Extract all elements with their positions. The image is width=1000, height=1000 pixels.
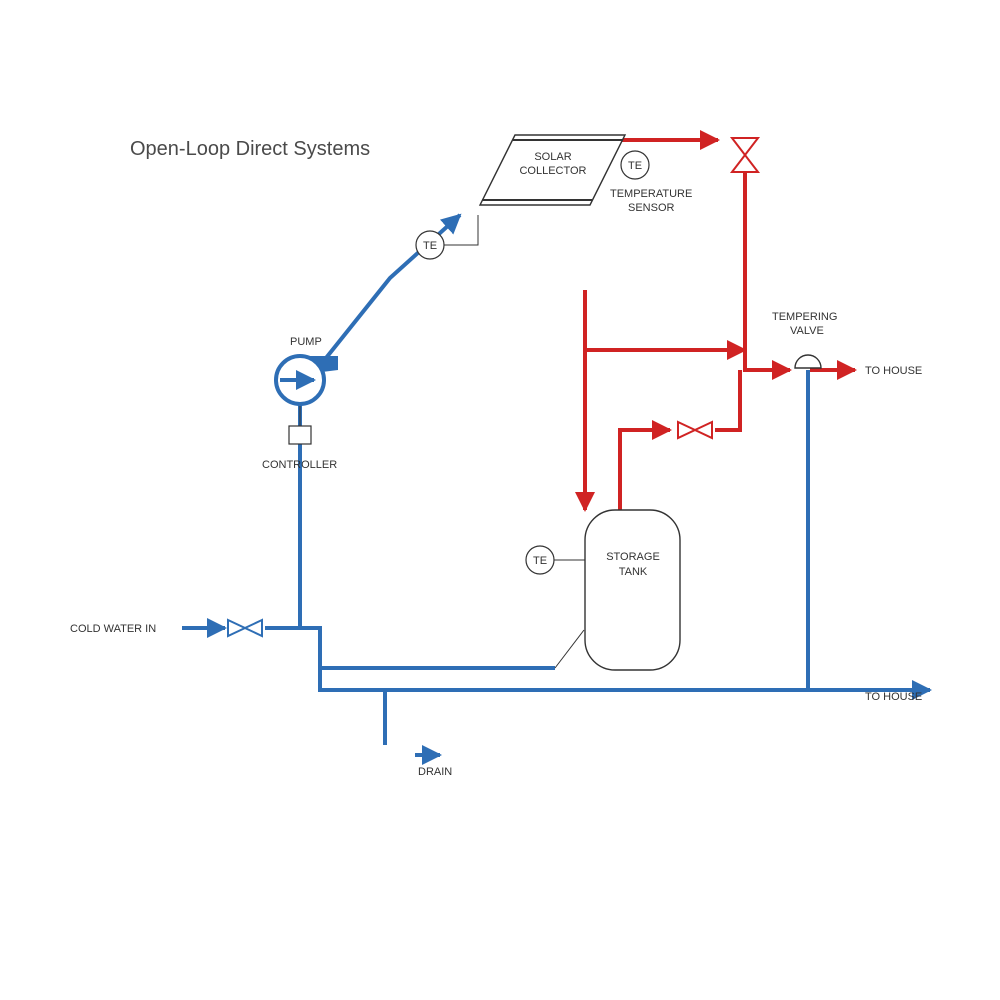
valve-hot-top bbox=[732, 138, 758, 172]
solar-heating-diagram: Open-Loop Direct Systems bbox=[0, 0, 1000, 1000]
temperature-sensor-label-2: SENSOR bbox=[628, 202, 675, 214]
svg-text:TE: TE bbox=[533, 555, 547, 567]
controller bbox=[289, 426, 311, 444]
svg-text:TE: TE bbox=[423, 240, 437, 252]
te-sensor-1: TE bbox=[416, 231, 444, 259]
cold-pipes bbox=[182, 215, 930, 755]
storage-tank-label-2: TANK bbox=[619, 566, 648, 578]
diagram-title: Open-Loop Direct Systems bbox=[130, 138, 370, 160]
tempering-valve-label-1: TEMPERING bbox=[772, 311, 837, 323]
valve-hot-mid bbox=[678, 422, 712, 438]
tempering-valve bbox=[795, 355, 821, 368]
te-sensor-2: TE bbox=[621, 151, 649, 179]
solar-collector-label-2: COLLECTOR bbox=[519, 165, 586, 177]
cold-water-in-label: COLD WATER IN bbox=[70, 623, 156, 635]
valve-cold-inlet bbox=[228, 620, 262, 636]
te-sensor-3: TE bbox=[526, 546, 554, 574]
tempering-valve-label-2: VALVE bbox=[790, 325, 824, 337]
controller-label: CONTROLLER bbox=[262, 459, 337, 471]
to-house-hot-label: TO HOUSE bbox=[865, 365, 922, 377]
storage-tank-label-1: STORAGE bbox=[606, 551, 660, 563]
svg-text:TE: TE bbox=[628, 160, 642, 172]
pump bbox=[276, 356, 338, 404]
solar-collector-label-1: SOLAR bbox=[534, 151, 571, 163]
storage-tank bbox=[585, 510, 680, 670]
pump-label: PUMP bbox=[290, 336, 322, 348]
thin-connectors bbox=[300, 215, 585, 668]
to-house-cold-label: TO HOUSE bbox=[865, 691, 922, 703]
temperature-sensor-label-1: TEMPERATURE bbox=[610, 188, 692, 200]
drain-label: DRAIN bbox=[418, 766, 452, 778]
